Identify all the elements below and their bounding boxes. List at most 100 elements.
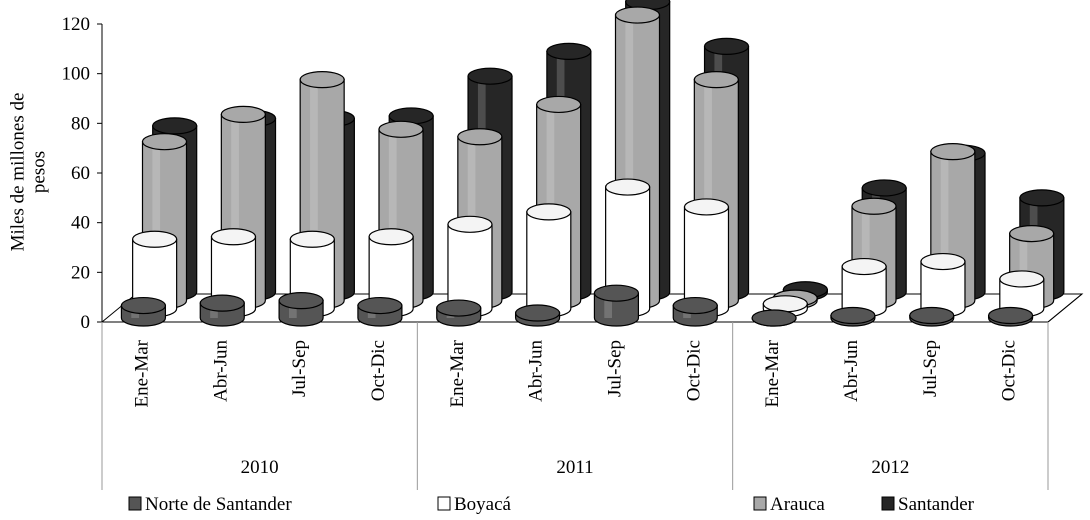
legend-swatch	[881, 496, 895, 511]
bar-highlight	[231, 114, 239, 301]
y-tick-label: 20	[71, 262, 90, 283]
bar-highlight	[388, 129, 397, 301]
bar	[909, 306, 955, 327]
y-tick-label: 60	[71, 163, 90, 184]
bar-top	[299, 71, 345, 89]
bar-top	[210, 228, 257, 246]
bar-body	[593, 292, 640, 327]
bar-top	[762, 295, 808, 313]
bar	[278, 292, 324, 327]
bar	[357, 296, 403, 327]
legend-label: Arauca	[770, 494, 825, 515]
bar-top	[120, 296, 167, 315]
bar-top	[152, 117, 198, 135]
bar-top	[999, 270, 1045, 288]
bar-top	[830, 306, 876, 325]
bar-top	[672, 296, 718, 315]
bar-top	[141, 133, 188, 151]
x-tick-label: Abr-Jun	[210, 340, 231, 402]
bar-top	[1009, 224, 1055, 243]
legend-label: Boyacá	[454, 494, 512, 515]
bar-top	[357, 296, 403, 315]
bar-highlight	[625, 15, 634, 301]
bar-top	[861, 179, 907, 197]
bar-top	[751, 309, 797, 327]
x-tick-label: Oct-Dic	[683, 340, 704, 401]
bar-highlight	[546, 104, 555, 301]
bar-highlight	[940, 151, 949, 301]
bar-top	[683, 198, 730, 216]
bar-top	[703, 37, 750, 55]
bar-top	[436, 299, 482, 317]
bar	[436, 299, 482, 327]
y-axis-label-line: Miles de millones de	[8, 93, 29, 252]
bar-top	[457, 128, 503, 146]
bar-top	[514, 304, 561, 322]
x-tick-label: Abr-Jun	[526, 340, 547, 402]
bar-highlight	[704, 79, 712, 301]
group-label: 2010	[241, 457, 279, 478]
legend-swatch	[437, 496, 451, 511]
bar-top	[693, 71, 739, 89]
group-label: 2011	[556, 457, 593, 478]
y-tick-label: 120	[62, 14, 91, 35]
bar	[830, 306, 876, 327]
bar-top	[841, 257, 887, 276]
bar-highlight	[861, 206, 870, 301]
bar	[199, 294, 245, 327]
bar	[514, 304, 561, 327]
bar-top	[920, 252, 966, 271]
y-tick-label: 100	[62, 64, 91, 85]
x-tick-label: Ene-Mar	[762, 339, 783, 407]
legend: Norte de Santander Boyacá Arauca Santander	[128, 494, 975, 515]
y-tick-label: 0	[81, 312, 91, 333]
bar-top	[447, 215, 493, 233]
bar-top	[526, 203, 572, 221]
bar-top	[851, 197, 897, 215]
legend-swatch	[128, 496, 142, 511]
bars-layer	[120, 0, 1065, 327]
x-tick-label: Abr-Jun	[841, 340, 862, 402]
bar	[683, 198, 730, 318]
legend-label: Santander	[898, 494, 975, 515]
bar	[593, 284, 640, 327]
bar	[841, 257, 887, 318]
x-tick-label: Jul-Sep	[604, 340, 625, 397]
bar-top	[220, 105, 266, 123]
bar-top	[1019, 189, 1065, 207]
bar	[751, 309, 797, 327]
y-axis-label: Miles de millones depesos	[8, 93, 50, 252]
bar	[447, 215, 493, 318]
x-tick-label: Oct-Dic	[368, 340, 389, 401]
x-tick-label: Jul-Sep	[289, 340, 310, 397]
bar-top	[289, 230, 335, 248]
bar-top	[593, 284, 640, 302]
y-tick-label: 40	[71, 213, 90, 234]
bar	[368, 228, 414, 318]
floor-edge	[1047, 293, 1083, 323]
bar-top	[132, 230, 178, 248]
bar-highlight	[288, 300, 297, 318]
bar	[987, 306, 1034, 327]
bar-top	[378, 120, 424, 138]
legend-label: Norte de Santander	[145, 494, 292, 515]
bar-top	[278, 292, 324, 310]
bar-highlight	[152, 141, 161, 301]
bar-body	[526, 211, 572, 318]
group-label: 2012	[871, 457, 909, 478]
bar-top	[536, 95, 582, 114]
x-tick-label: Ene-Mar	[131, 339, 152, 407]
bar-top	[930, 143, 976, 161]
bar-top	[467, 67, 513, 85]
bar-highlight	[1019, 233, 1028, 301]
y-axis-label-line: pesos	[28, 151, 49, 193]
bar-highlight	[310, 79, 318, 301]
x-tick-label: Ene-Mar	[447, 339, 468, 407]
bar-top	[199, 294, 245, 312]
bar-top	[614, 6, 661, 24]
x-tick-label: Jul-Sep	[920, 340, 941, 397]
bar-top	[605, 178, 651, 196]
legend-swatch	[753, 496, 767, 511]
bar-top	[987, 306, 1034, 325]
